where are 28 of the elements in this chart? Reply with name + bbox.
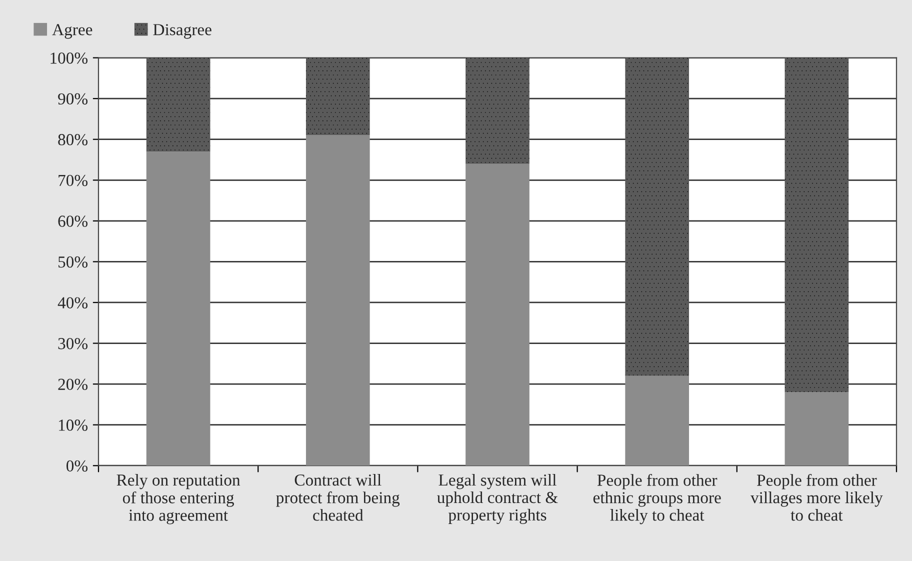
bar xyxy=(784,392,849,466)
bar xyxy=(466,58,530,164)
x-tick-label: People from other villages more likely to cheat xyxy=(750,474,883,521)
x-tick-label: Rely on reputation of those entering into agreement xyxy=(116,474,240,524)
y-tick-label: 10% xyxy=(58,420,88,431)
y-tick-label: 80% xyxy=(58,134,88,146)
y-tick-label: 50% xyxy=(58,256,88,268)
y-tick-label: 30% xyxy=(58,338,88,350)
bar xyxy=(146,152,210,466)
x-tick-label: Contract will protect from being cheated xyxy=(276,474,400,521)
legend-label: Agree xyxy=(52,24,92,39)
x-tick-label: Legal system will uphold contract & property rights xyxy=(437,474,558,524)
y-tick-label: 70% xyxy=(58,174,88,186)
y-tick-label: 20% xyxy=(58,378,88,390)
y-tick-label: 60% xyxy=(58,216,88,227)
y-tick-label: 90% xyxy=(58,93,88,105)
bar xyxy=(306,135,370,466)
x-tick-label: People from other ethnic groups more likely to cheat xyxy=(593,474,721,524)
bar xyxy=(784,58,849,392)
legend-label: Disagree xyxy=(153,24,212,39)
bar xyxy=(306,58,370,136)
bar xyxy=(466,164,530,466)
y-tick-label: 100% xyxy=(50,52,88,64)
bar xyxy=(625,376,690,466)
bar xyxy=(625,58,690,376)
y-tick-label: 40% xyxy=(58,297,88,308)
y-tick-label: 0% xyxy=(66,460,88,472)
bar xyxy=(146,58,210,152)
